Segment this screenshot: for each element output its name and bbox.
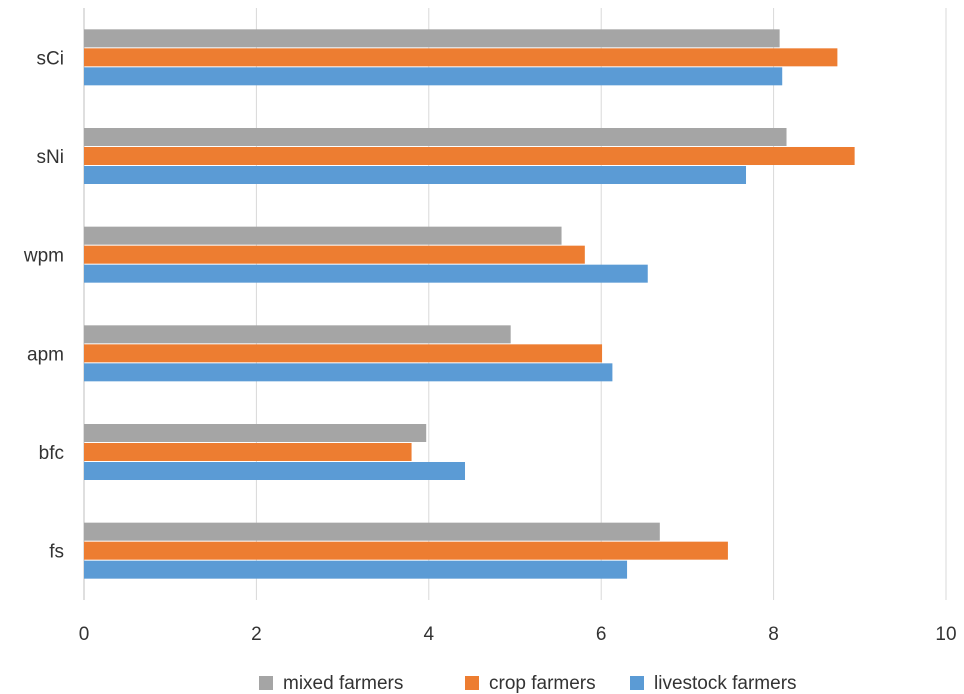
x-tick-label-0: 0	[79, 624, 90, 645]
x-tick-label-6: 6	[596, 624, 607, 645]
y-category-label-bfc: bfc	[39, 443, 64, 464]
x-tick-label-10: 10	[935, 624, 956, 645]
bar-crop-farmers-bfc	[84, 443, 412, 461]
gridlines	[83, 8, 947, 600]
bars	[84, 29, 855, 579]
y-category-label-fs: fs	[49, 542, 64, 563]
bar-crop-farmers-fs	[84, 541, 728, 560]
bar-crop-farmers-apm	[84, 344, 603, 363]
bar-livestock-farmers-apm	[84, 363, 613, 382]
bar-mixed-farmers-sNi	[84, 128, 787, 146]
bar-livestock-farmers-sCi	[84, 67, 783, 86]
y-category-label-apm: apm	[27, 344, 64, 365]
bar-mixed-farmers-wpm	[84, 226, 562, 245]
y-category-label-sCi: sCi	[37, 48, 64, 69]
legend-swatch-mixed-farmers	[259, 676, 273, 690]
bar-crop-farmers-sNi	[84, 147, 855, 165]
y-category-label-wpm: wpm	[23, 246, 64, 267]
legend-label-crop-farmers: crop farmers	[489, 673, 596, 694]
y-axis-category-labels: fs bfc apm wpm sNi sCi	[23, 48, 64, 562]
bar-livestock-farmers-sNi	[84, 166, 747, 184]
x-tick-label-2: 2	[251, 624, 262, 645]
x-axis-tick-labels: 0 2 4 6 8 10	[79, 624, 957, 645]
bar-livestock-farmers-fs	[84, 560, 628, 579]
bar-mixed-farmers-fs	[84, 522, 660, 541]
bar-livestock-farmers-bfc	[84, 462, 466, 480]
bar-crop-farmers-sCi	[84, 48, 838, 67]
bar-crop-farmers-wpm	[84, 245, 585, 264]
bar-mixed-farmers-apm	[84, 325, 511, 344]
legend: mixed farmers crop farmers livestock farme…	[259, 673, 797, 694]
bar-mixed-farmers-sCi	[84, 29, 780, 48]
legend-swatch-livestock-farmers	[630, 676, 644, 690]
y-category-label-sNi: sNi	[37, 147, 64, 168]
x-tick-label-8: 8	[768, 624, 779, 645]
bar-mixed-farmers-bfc	[84, 424, 427, 442]
legend-label-livestock-farmers: livestock farmers	[654, 673, 797, 694]
bar-livestock-farmers-wpm	[84, 264, 648, 283]
legend-label-mixed-farmers: mixed farmers	[283, 673, 403, 694]
x-tick-label-4: 4	[424, 624, 435, 645]
legend-swatch-crop-farmers	[465, 676, 479, 690]
